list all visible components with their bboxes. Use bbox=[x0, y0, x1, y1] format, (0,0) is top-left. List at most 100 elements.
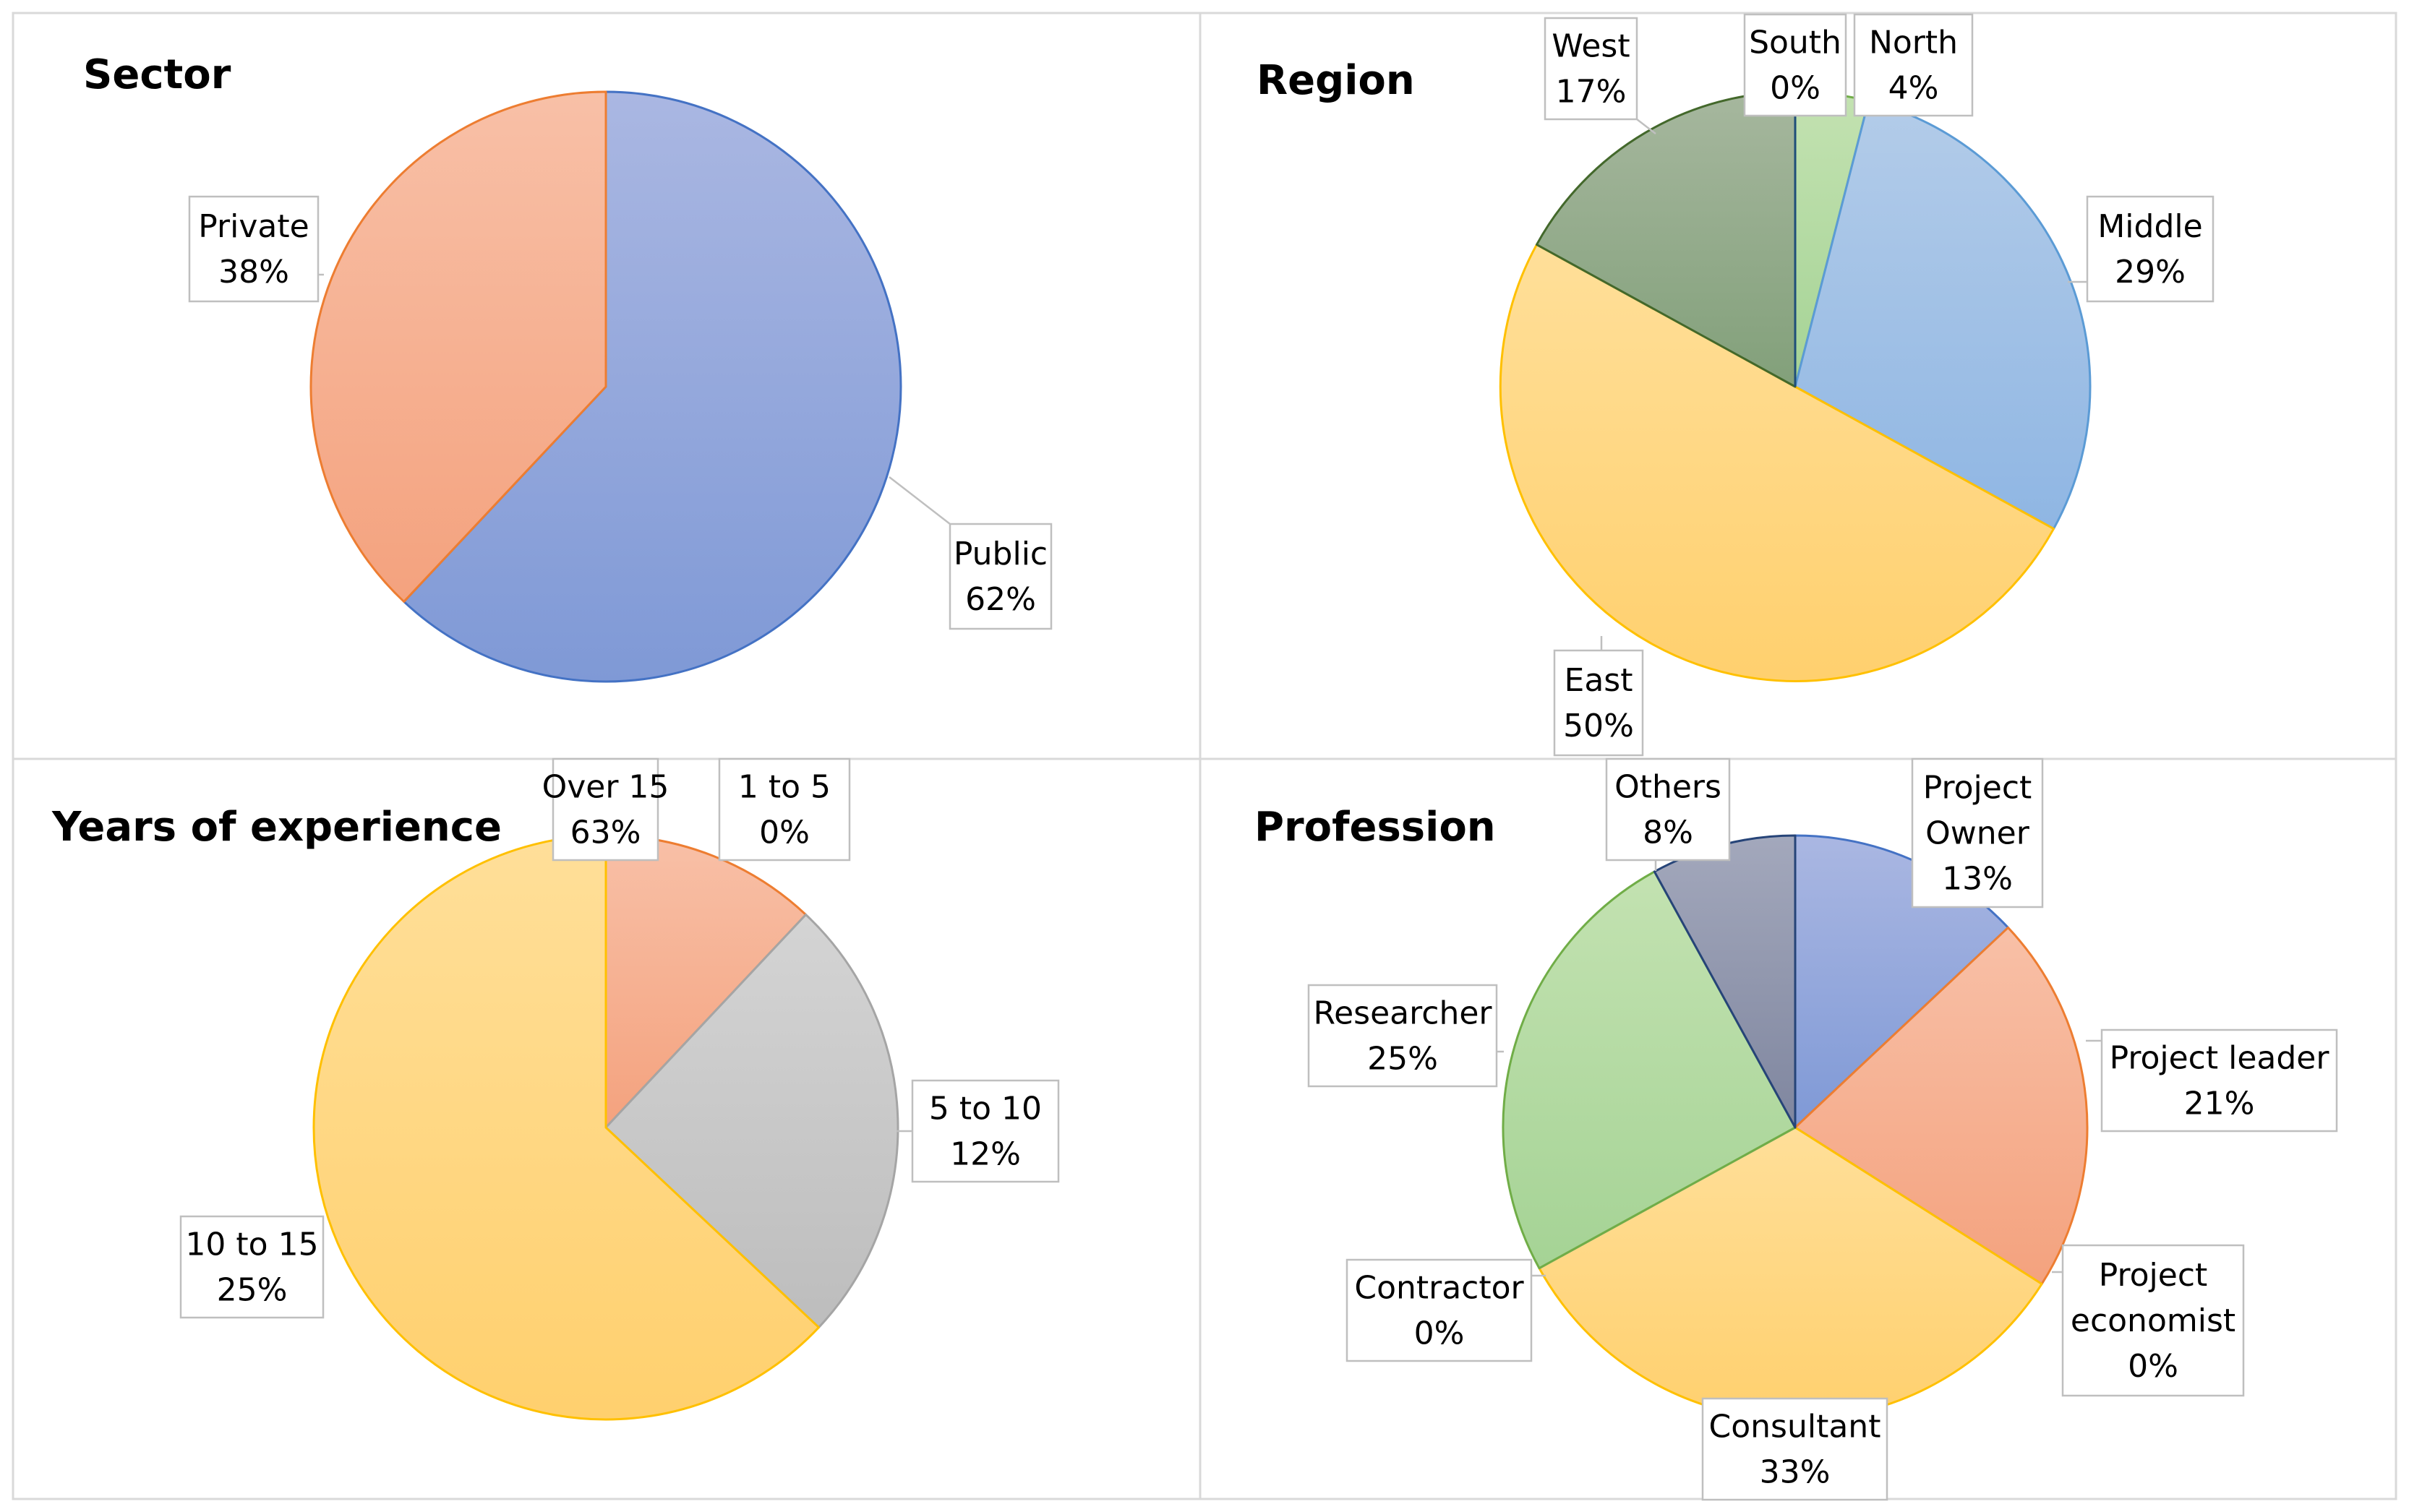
pie-labels-years-of-experience: 1 to 5 0% 5 to 10 12% 10 to 15 25% Over 15 63% bbox=[179, 757, 1060, 1319]
pie-slices-sector bbox=[309, 90, 902, 683]
pie-slices-profession bbox=[1502, 834, 2089, 1421]
data-label-project-economist: Project economist 0% bbox=[2052, 1244, 2245, 1397]
label-value-project-economist: 0% bbox=[2128, 1348, 2178, 1385]
label-box-contractor bbox=[1345, 1258, 1533, 1362]
label-name-south: South bbox=[1749, 25, 1841, 61]
label-name-others: Others bbox=[1614, 769, 1721, 806]
label-value-middle: 29% bbox=[2115, 254, 2186, 291]
pie-labels-sector: Public 62% Private 38% bbox=[188, 195, 1053, 630]
label-name-contractor: Contractor bbox=[1354, 1270, 1524, 1307]
data-label-project-owner: Project Owner 13% bbox=[1911, 757, 2044, 909]
label-box-public bbox=[949, 523, 1053, 630]
chart-title-years-of-experience: Years of experience bbox=[51, 804, 502, 851]
label-name-project-owner: Owner bbox=[1925, 815, 2030, 852]
label-box-south bbox=[1743, 13, 1847, 117]
label-name-middle: Middle bbox=[2097, 208, 2202, 245]
label-value-private: 38% bbox=[218, 254, 289, 291]
data-label-middle: Middle 29% bbox=[2068, 195, 2215, 303]
label-name-west: West bbox=[1552, 28, 1630, 65]
label-box-project-economist bbox=[2061, 1244, 2245, 1397]
pie-slice-middle bbox=[1794, 100, 2092, 531]
label-box-1-to-5 bbox=[718, 757, 851, 862]
label-box-others bbox=[1605, 757, 1731, 862]
label-value-10-to-15: 25% bbox=[217, 1272, 288, 1309]
data-label-west: West 17% bbox=[1544, 17, 1656, 134]
label-name-private: Private bbox=[198, 208, 309, 245]
pie-labels-region: North 4% Middle 29% East 50% West 17% South 0% bbox=[1544, 13, 2215, 757]
label-box-middle bbox=[2086, 195, 2215, 303]
data-label-consultant: Consultant 33% bbox=[1701, 1397, 1888, 1501]
label-name-east: East bbox=[1565, 662, 1633, 699]
label-box-5-to-10 bbox=[911, 1079, 1060, 1183]
pie-slice-researcher bbox=[1502, 870, 1797, 1270]
data-label-over-15: Over 15 63% bbox=[542, 757, 669, 862]
label-value-contractor: 0% bbox=[1414, 1315, 1465, 1352]
data-label-east: East 50% bbox=[1553, 636, 1644, 757]
label-name-over-15: Over 15 bbox=[542, 769, 669, 806]
pie-slice-project-leader bbox=[1794, 926, 2089, 1285]
label-name-5-to-10: 5 to 10 bbox=[929, 1091, 1042, 1127]
label-name-researcher: Researcher bbox=[1314, 995, 1493, 1032]
label-name-project-economist: Project bbox=[2099, 1257, 2208, 1294]
chart-title-region: Region bbox=[1257, 57, 1415, 104]
label-name-1-to-5: 1 to 5 bbox=[738, 769, 831, 806]
label-value-south: 0% bbox=[1770, 70, 1820, 107]
label-value-over-15: 63% bbox=[570, 815, 641, 851]
label-value-project-leader: 21% bbox=[2184, 1086, 2255, 1122]
chart-title-sector: Sector bbox=[83, 51, 231, 98]
label-value-project-owner: 13% bbox=[1942, 861, 2013, 898]
data-label-1-to-5: 1 to 5 0% bbox=[718, 757, 851, 862]
label-box-researcher bbox=[1307, 984, 1498, 1088]
pie-slices-region bbox=[1499, 90, 2092, 682]
label-value-consultant: 33% bbox=[1760, 1454, 1831, 1491]
data-label-10-to-15: 10 to 15 25% bbox=[179, 1215, 325, 1319]
pie-slice-10-to-15 bbox=[604, 914, 899, 1329]
label-value-1-to-5: 0% bbox=[759, 815, 810, 851]
data-label-contractor: Contractor 0% bbox=[1345, 1258, 1546, 1362]
data-label-others: Others 8% bbox=[1605, 757, 1731, 871]
pie-slices-years-of-experience bbox=[312, 834, 899, 1421]
label-box-project-leader bbox=[2100, 1028, 2338, 1133]
label-name-consultant: Consultant bbox=[1709, 1409, 1881, 1446]
label-value-public: 62% bbox=[965, 581, 1036, 618]
label-box-north bbox=[1853, 13, 1974, 117]
pie-chart-years-of-experience: Years of experience 1 to 5 0% 5 to 10 12% 10 … bbox=[51, 757, 1060, 1421]
label-name-project-leader: Project leader bbox=[2110, 1040, 2330, 1077]
data-label-project-leader: Project leader 21% bbox=[2086, 1028, 2338, 1133]
label-name-project-economist: economist bbox=[2071, 1302, 2235, 1339]
label-value-east: 50% bbox=[1563, 708, 1634, 744]
label-box-west bbox=[1544, 17, 1638, 121]
data-label-researcher: Researcher 25% bbox=[1307, 984, 1504, 1088]
leader-line-west bbox=[1636, 119, 1656, 134]
pie-slice-private bbox=[309, 90, 607, 603]
pie-slice-public bbox=[403, 90, 902, 683]
label-name-project-owner: Project bbox=[1923, 770, 2032, 807]
label-box-east bbox=[1553, 649, 1644, 757]
chart-title-profession: Profession bbox=[1254, 804, 1496, 851]
label-name-public: Public bbox=[954, 536, 1048, 572]
pie-slice-project-owner bbox=[1794, 834, 2009, 1129]
label-box-10-to-15 bbox=[179, 1215, 325, 1319]
pie-chart-profession: Profession Project Owner 13% Project leader 2… bbox=[1254, 757, 2338, 1501]
label-value-researcher: 25% bbox=[1367, 1041, 1438, 1078]
data-label-5-to-10: 5 to 10 12% bbox=[897, 1079, 1060, 1183]
label-value-5-to-10: 12% bbox=[950, 1136, 1021, 1173]
pie-chart-sector: Sector Public 62% Private 38% bbox=[83, 51, 1053, 683]
label-value-west: 17% bbox=[1556, 74, 1627, 111]
pie-slice-over-15 bbox=[312, 834, 820, 1421]
pie-chart-region: Region North 4% Middle 29% East 50% West 17% Sout… bbox=[1257, 13, 2215, 757]
label-value-north: 4% bbox=[1888, 70, 1939, 107]
data-label-public: Public 62% bbox=[889, 476, 1053, 630]
label-box-over-15 bbox=[552, 757, 659, 862]
label-box-private bbox=[188, 195, 320, 303]
leader-line-public bbox=[889, 476, 951, 525]
label-box-project-owner bbox=[1911, 757, 2044, 909]
label-name-10-to-15: 10 to 15 bbox=[185, 1227, 318, 1263]
label-name-north: North bbox=[1869, 25, 1958, 61]
data-label-north: North 4% bbox=[1853, 13, 1974, 117]
data-label-private: Private 38% bbox=[188, 195, 324, 303]
label-box-consultant bbox=[1701, 1397, 1888, 1501]
data-label-south: South 0% bbox=[1743, 13, 1847, 117]
label-value-others: 8% bbox=[1643, 815, 1693, 851]
